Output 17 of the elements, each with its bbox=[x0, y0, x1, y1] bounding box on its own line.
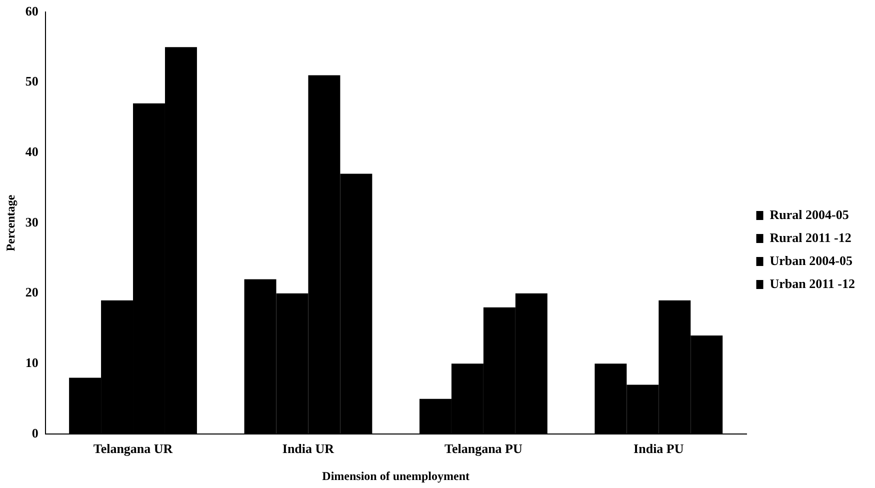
legend-label: Rural 2004-05 bbox=[770, 206, 850, 222]
legend-label: Urban 2011 -12 bbox=[770, 276, 856, 291]
y-tick-label: 40 bbox=[25, 144, 38, 160]
legend-label: Rural 2011 -12 bbox=[770, 230, 852, 245]
x-tick-label: Telangana UR bbox=[93, 441, 174, 456]
x-tick-label: India PU bbox=[634, 441, 684, 456]
y-tick-label: 10 bbox=[25, 355, 38, 370]
legend-label: Urban 2004-05 bbox=[770, 252, 853, 268]
y-tick-label: 30 bbox=[25, 214, 38, 230]
x-tick-label: Telangana PU bbox=[444, 441, 523, 456]
y-tick-label: 20 bbox=[25, 284, 38, 300]
y-tick-label: 0 bbox=[32, 425, 38, 440]
y-tick-label: 50 bbox=[25, 74, 38, 89]
y-axis-title: Percentage bbox=[3, 194, 18, 252]
y-tick-label: 60 bbox=[25, 3, 38, 18]
x-axis-title: Dimension of unemployment bbox=[322, 468, 470, 483]
x-tick-label: India UR bbox=[282, 441, 335, 456]
